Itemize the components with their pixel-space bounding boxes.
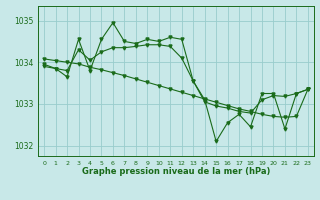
- X-axis label: Graphe pression niveau de la mer (hPa): Graphe pression niveau de la mer (hPa): [82, 167, 270, 176]
